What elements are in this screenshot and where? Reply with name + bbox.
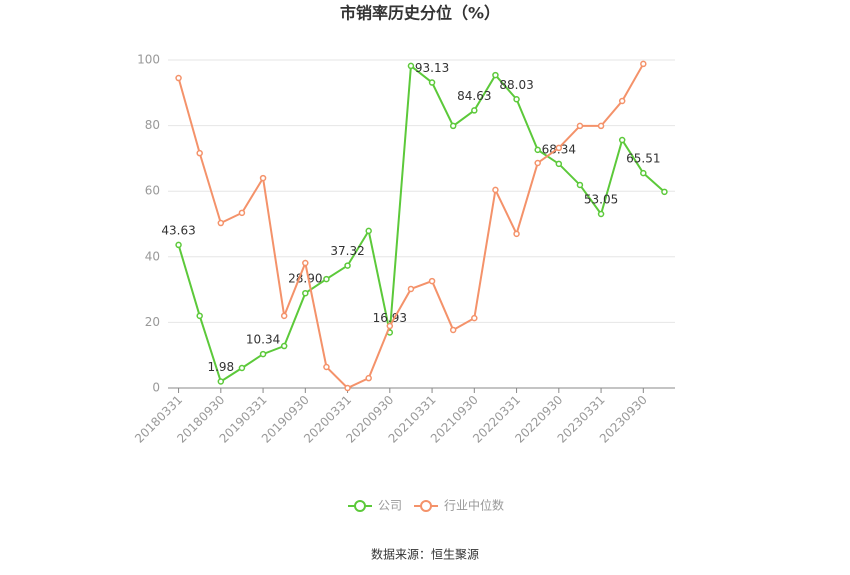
- point: [365, 374, 372, 382]
- y-tick-label: 80: [145, 118, 160, 132]
- y-tick-label: 40: [145, 249, 160, 263]
- point: [259, 350, 267, 358]
- point: [449, 326, 457, 334]
- point: [280, 312, 288, 320]
- data-label: 43.63: [161, 223, 195, 237]
- point: [661, 188, 668, 196]
- legend-marker: [420, 500, 433, 512]
- point: [344, 262, 351, 269]
- point: [492, 71, 499, 79]
- data-label: 37.32: [330, 244, 364, 258]
- data-label: 1.98: [207, 360, 234, 374]
- point: [618, 97, 626, 105]
- point: [471, 107, 478, 114]
- y-tick-label: 100: [137, 53, 160, 67]
- point: [407, 285, 415, 293]
- source-note: 数据来源：恒生聚源: [371, 547, 479, 562]
- legend-label: 行业中位数: [444, 498, 504, 513]
- legend-marker: [354, 500, 366, 512]
- point: [217, 378, 225, 385]
- point: [238, 209, 246, 217]
- point: [618, 136, 626, 144]
- point: [597, 122, 605, 130]
- point: [640, 60, 647, 68]
- point: [428, 79, 436, 86]
- y-tick-label: 20: [145, 315, 160, 329]
- series-line: [177, 63, 666, 384]
- point: [576, 122, 584, 130]
- point: [407, 62, 415, 70]
- point: [576, 181, 584, 189]
- data-label: 65.51: [626, 152, 660, 166]
- point: [471, 314, 478, 322]
- point: [513, 230, 520, 238]
- point: [344, 384, 351, 392]
- point: [534, 146, 541, 154]
- point: [555, 144, 563, 152]
- data-label: 53.05: [584, 192, 618, 206]
- point: [196, 312, 203, 320]
- point: [534, 159, 541, 167]
- point: [513, 96, 520, 103]
- point: [302, 289, 309, 297]
- point: [449, 122, 457, 130]
- point: [175, 74, 182, 82]
- data-label: 93.13: [415, 61, 449, 75]
- point: [597, 210, 605, 218]
- point: [323, 363, 330, 371]
- data-label: 84.63: [457, 89, 491, 103]
- point: [302, 259, 309, 267]
- y-tick-label: 0: [152, 381, 160, 395]
- point: [323, 275, 330, 283]
- point: [386, 322, 394, 330]
- point: [217, 219, 225, 227]
- legend-label: 公司: [378, 499, 402, 513]
- point: [555, 160, 563, 168]
- data-label: 88.03: [499, 78, 533, 92]
- y-tick-label: 60: [145, 184, 160, 198]
- point: [428, 277, 436, 285]
- point: [492, 186, 499, 194]
- point: [238, 364, 246, 372]
- point: [175, 241, 182, 249]
- point: [280, 342, 288, 350]
- point: [259, 174, 267, 182]
- data-label: 10.34: [246, 333, 280, 347]
- point: [640, 169, 647, 177]
- data-label: 16.93: [373, 311, 407, 325]
- data-label: 28.90: [288, 272, 322, 286]
- point: [196, 149, 203, 157]
- point: [365, 227, 372, 235]
- chart-title: 市销率历史分位（%）: [340, 4, 500, 23]
